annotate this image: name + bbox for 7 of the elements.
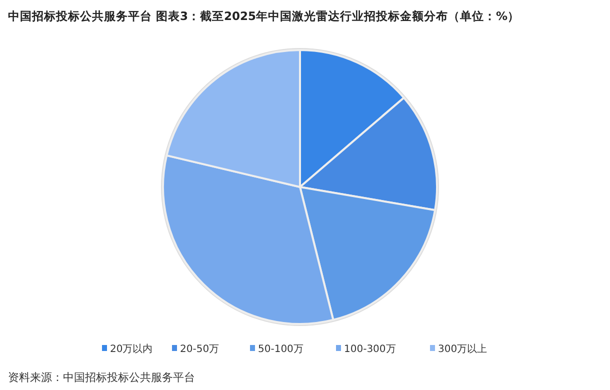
legend-label: 20-50万 [180,344,220,355]
chart-title: 中国招标投标公共服务平台 图表3：截至2025年中国激光雷达行业招投标金额分布（单位：%） [8,9,520,23]
legend-label: 20万以内 [110,343,153,355]
legend-label: 50-100万 [258,344,304,355]
legend-label: 300万以上 [438,343,488,355]
text: 资料来源：中国招标投标公共服务平台 [8,371,195,384]
legend-label: 100-300万 [344,344,396,355]
